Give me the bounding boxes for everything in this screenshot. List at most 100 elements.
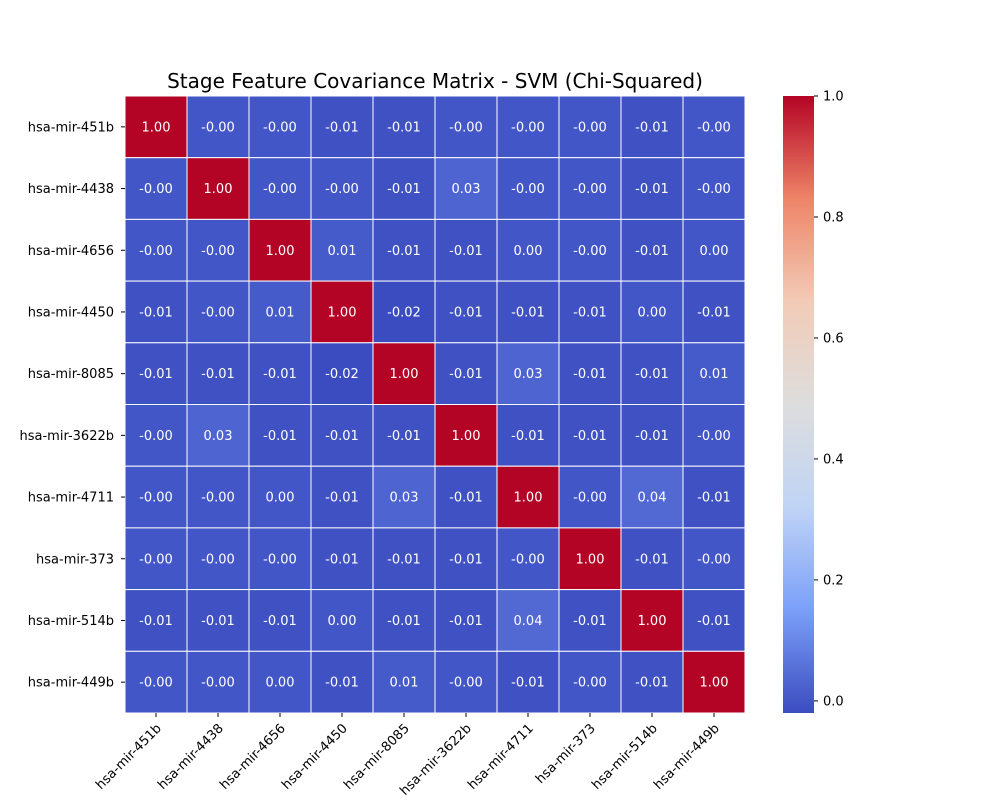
cell-value-label: -0.00 — [201, 120, 235, 135]
cell-value-label: -0.00 — [573, 491, 607, 506]
heatmap-cell — [496, 589, 560, 652]
heatmap-cell — [248, 342, 312, 405]
heatmap-cell — [682, 342, 746, 405]
heatmap-cell — [558, 589, 622, 652]
heatmap-cell — [248, 95, 312, 159]
heatmap-cell — [310, 650, 374, 714]
cell-value-label: -0.00 — [201, 244, 235, 259]
cell-value-label: 1.00 — [390, 367, 419, 382]
heatmap-cell — [620, 342, 684, 405]
cell-value-label: -0.00 — [139, 491, 173, 506]
cell-value-label: 0.03 — [390, 491, 419, 506]
heatmap-cell — [434, 280, 498, 344]
colorbar-tick-label: 0.6 — [823, 331, 844, 346]
cell-value-label: -0.00 — [139, 182, 173, 197]
cell-value-label: -0.01 — [573, 305, 607, 320]
cell-value-label: -0.00 — [573, 244, 607, 259]
cell-value-label: -0.01 — [511, 676, 545, 691]
cell-value-label: 0.04 — [638, 491, 667, 506]
cell-value-label: -0.00 — [697, 182, 731, 197]
heatmap-cell — [434, 157, 498, 220]
heatmap-cell — [620, 589, 684, 652]
cell-value-label: -0.01 — [325, 676, 359, 691]
cell-value-label: -0.00 — [573, 120, 607, 135]
cell-value-label: -0.01 — [449, 614, 483, 629]
cell-value-label: -0.01 — [325, 552, 359, 567]
heatmap-cell — [434, 527, 498, 591]
heatmap-cell — [372, 589, 436, 652]
heatmap-cell — [620, 527, 684, 591]
colorbar-tick-label: 0.0 — [823, 694, 844, 709]
heatmap-cell — [682, 650, 746, 714]
cell-value-label: -0.00 — [139, 676, 173, 691]
y-tick-label: hsa-mir-373 — [36, 552, 114, 567]
chart-title: Stage Feature Covariance Matrix - SVM (C… — [167, 69, 703, 93]
cell-value-label: 0.00 — [638, 305, 667, 320]
cell-value-label: 1.00 — [638, 614, 667, 629]
heatmap-cell — [558, 157, 622, 220]
cell-value-label: -0.00 — [201, 491, 235, 506]
heatmap-cell — [620, 280, 684, 344]
heatmap-cell — [248, 218, 312, 282]
cell-value-label: 0.00 — [700, 244, 729, 259]
heatmap-cell — [248, 589, 312, 652]
cell-value-label: -0.01 — [635, 429, 669, 444]
cell-value-label: -0.01 — [139, 614, 173, 629]
cell-value-label: -0.01 — [325, 491, 359, 506]
heatmap-cell — [186, 95, 250, 159]
cell-value-label: 0.00 — [266, 491, 295, 506]
heatmap-cell — [186, 218, 250, 282]
heatmap-cell — [496, 527, 560, 591]
cell-value-label: -0.01 — [573, 367, 607, 382]
cell-value-label: -0.00 — [449, 120, 483, 135]
cell-value-label: 0.01 — [390, 676, 419, 691]
cell-value-label: -0.01 — [201, 367, 235, 382]
cell-value-label: -0.02 — [387, 305, 421, 320]
cell-value-label: -0.01 — [387, 614, 421, 629]
cell-value-label: -0.01 — [511, 429, 545, 444]
cell-value-label: -0.01 — [387, 429, 421, 444]
heatmap-cell — [682, 527, 746, 591]
heatmap-cell — [682, 218, 746, 282]
cell-value-label: 0.03 — [452, 182, 481, 197]
cell-value-label: -0.00 — [697, 429, 731, 444]
heatmap-cell — [186, 527, 250, 591]
cell-value-label: -0.01 — [573, 429, 607, 444]
heatmap-cell — [496, 342, 560, 405]
cell-value-label: -0.00 — [201, 305, 235, 320]
cell-value-label: -0.01 — [635, 182, 669, 197]
cell-value-label: 1.00 — [700, 676, 729, 691]
heatmap-cell — [496, 218, 560, 282]
y-tick-label: hsa-mir-8085 — [28, 367, 114, 382]
cell-value-label: -0.00 — [139, 244, 173, 259]
cell-value-label: -0.01 — [387, 120, 421, 135]
cell-value-label: -0.01 — [263, 367, 297, 382]
cell-value-label: -0.00 — [449, 676, 483, 691]
cell-value-label: -0.01 — [325, 429, 359, 444]
cell-value-label: -0.00 — [697, 120, 731, 135]
cell-value-label: -0.01 — [263, 614, 297, 629]
cell-value-label: -0.00 — [511, 182, 545, 197]
cell-value-label: -0.01 — [635, 367, 669, 382]
cell-value-label: -0.00 — [511, 552, 545, 567]
cell-value-label: -0.00 — [697, 552, 731, 567]
heatmap-cell — [682, 95, 746, 159]
cell-value-label: -0.01 — [635, 676, 669, 691]
cell-value-label: -0.00 — [263, 182, 297, 197]
heatmap-cell — [434, 342, 498, 405]
cell-value-label: 1.00 — [514, 491, 543, 506]
heatmap-cell — [620, 465, 684, 529]
x-tick-label: hsa-mir-449b — [651, 721, 723, 793]
cell-value-label: -0.00 — [139, 552, 173, 567]
y-axis-tick-labels: hsa-mir-451b hsa-mir-4438 hsa-mir-4656 hsa-… — [20, 120, 125, 691]
heatmap-cell — [558, 650, 622, 714]
heatmap-cell — [558, 342, 622, 405]
cell-value-label: -0.01 — [635, 244, 669, 259]
heatmap-cell — [496, 650, 560, 714]
cell-value-label: -0.00 — [201, 552, 235, 567]
x-axis-tick-labels: hsa-mir-451bhsa-mir-4438hsa-mir-4656hsa-… — [93, 713, 723, 799]
cell-value-label: -0.01 — [449, 244, 483, 259]
cell-value-label: 1.00 — [266, 244, 295, 259]
heatmap-cell — [372, 527, 436, 591]
